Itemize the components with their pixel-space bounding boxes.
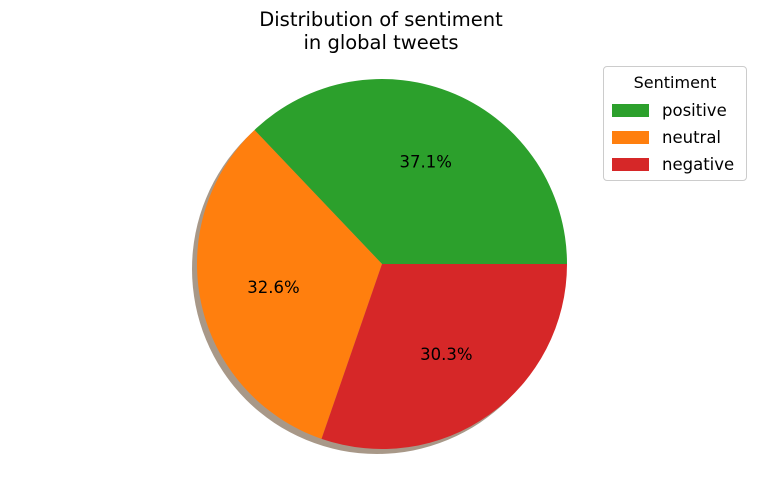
legend-title: Sentiment (633, 73, 717, 92)
legend-swatch-neutral (612, 131, 649, 144)
legend-label-neutral: neutral (662, 128, 722, 147)
pie-slice-positive (254, 78, 567, 264)
pie-label-neutral: 32.6% (247, 278, 299, 297)
chart-title: Distribution of sentiment in global twee… (181, 8, 581, 54)
legend-swatch-positive (612, 104, 649, 117)
pie-label-negative: 30.3% (420, 345, 472, 364)
pie-slice-negative (321, 264, 567, 450)
pie-label-positive: 37.1% (400, 152, 452, 171)
legend-swatch-negative (612, 158, 649, 171)
pie-slices (196, 78, 567, 450)
legend-label-negative: negative (662, 155, 735, 174)
pie-slice-neutral (196, 129, 382, 439)
legend-label-positive: positive (662, 101, 727, 120)
pie-labels: 37.1% 32.6% 30.3% (247, 152, 472, 363)
chart-title-line-1: Distribution of sentiment (259, 8, 503, 31)
chart-title-line-2: in global tweets (303, 31, 459, 54)
legend: Sentiment positive neutral negative (603, 66, 747, 181)
